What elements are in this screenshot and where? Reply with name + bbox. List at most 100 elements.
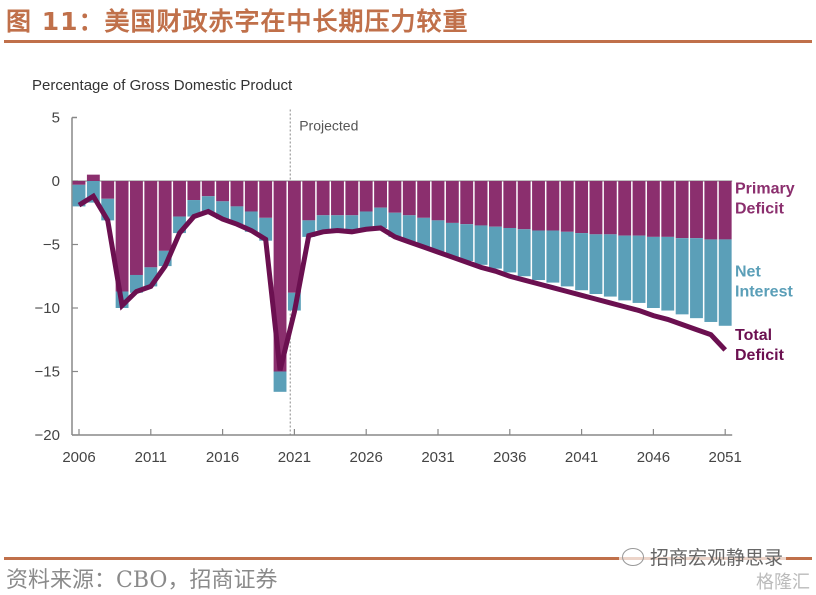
bar-primary-deficit [230,181,244,207]
bar-net-interest [560,231,574,287]
y-tick-label: −10 [35,300,60,317]
bar-net-interest [474,225,488,265]
bar-primary-deficit [216,181,230,202]
x-tick-label: 2011 [135,449,167,466]
source-note: 资料来源：CBO，招商证券 [6,568,278,593]
bar-primary-deficit [632,181,646,236]
bar-net-interest [589,234,603,295]
bar-net-interest [345,215,359,232]
bar-net-interest [417,217,431,248]
bar-net-interest [331,215,344,232]
bar-primary-deficit [517,181,531,230]
x-tick-label: 2041 [565,449,598,466]
bar-primary-deficit [431,181,445,221]
watermark-text: 招商宏观静思录 [649,547,783,569]
y-tick-label: 0 [52,173,60,190]
bar-primary-deficit [101,181,115,199]
bar-primary-deficit [259,181,273,218]
footer-divider [4,557,812,560]
legend-primary-deficit: Primary Deficit [735,181,795,218]
x-tick-label: 2036 [493,449,526,466]
bar-primary-deficit [646,181,660,237]
bar-net-interest [431,220,445,253]
bar-net-interest [201,196,215,213]
watermark: 招商宏观静思录 [618,543,786,570]
bar-primary-deficit [187,181,201,201]
bar-primary-deficit [417,181,431,218]
bar-primary-deficit [460,181,474,225]
bar-primary-deficit [331,181,344,216]
bar-net-interest [575,233,589,291]
title-divider [4,40,812,43]
legend-net-interest: Net Interest [735,263,793,300]
bar-net-interest [374,207,387,228]
bar-primary-deficit [661,181,675,237]
bar-primary-deficit [589,181,603,235]
legend-layer: Primary Deficit Net Interest Total Deficit [735,181,795,364]
bar-primary-deficit [130,181,143,275]
bar-net-interest [718,239,732,326]
projected-label: Projected [299,118,358,134]
chart-subtitle: Percentage of Gross Domestic Product [32,77,293,94]
x-tick-label: 2051 [709,449,742,466]
bar-primary-deficit [532,181,545,231]
bar-primary-deficit [618,181,632,236]
bar-primary-deficit [575,181,589,234]
total-deficit-line [77,192,728,371]
bars-layer [72,174,732,392]
x-tick-label: 2016 [206,449,239,466]
bar-primary-deficit [345,181,359,216]
bar-net-interest [388,212,402,237]
x-tick-label: 2031 [421,449,454,466]
bar-net-interest [489,226,502,269]
y-tick-label: −15 [35,364,60,381]
bar-net-interest [503,227,517,273]
bar-primary-deficit [72,181,86,185]
bar-primary-deficit [201,181,215,197]
bar-net-interest [704,239,718,322]
y-tick-label: 5 [52,110,60,127]
bar-primary-deficit [503,181,517,228]
y-tick-label: −20 [35,427,60,444]
bar-net-interest [618,235,632,301]
bar-primary-deficit [474,181,488,226]
y-tick-label: −5 [43,237,60,254]
line-layer [77,192,728,371]
bar-primary-deficit [115,181,129,292]
bar-primary-deficit [374,181,387,208]
bar-primary-deficit [302,181,316,221]
x-tick-label: 2026 [350,449,383,466]
bar-primary-deficit [359,181,373,212]
bar-primary-deficit [718,181,732,240]
bar-net-interest [316,215,330,231]
bar-net-interest [517,229,531,277]
bar-primary-deficit [144,181,158,268]
bar-net-interest [187,200,201,217]
x-tick-label: 2046 [637,449,670,466]
bar-primary-deficit [316,181,330,216]
bar-net-interest [230,206,244,225]
bar-net-interest [532,230,545,281]
bar-net-interest [646,236,660,308]
bar-net-interest [359,211,373,230]
bar-primary-deficit [603,181,617,235]
bar-primary-deficit [489,181,502,227]
bar-primary-deficit [158,181,172,251]
bar-net-interest [445,222,459,258]
bar-net-interest [273,371,287,392]
bar-net-interest [402,215,416,242]
bar-net-interest [603,234,617,297]
bar-primary-deficit [690,181,703,239]
bar-primary-deficit [675,181,689,239]
bar-net-interest [546,230,560,283]
bar-primary-deficit [560,181,574,232]
deficit-chart: Percentage of Gross Domestic Product 5 0 −… [32,77,795,467]
wechat-icon [621,547,644,566]
bar-net-interest [690,238,703,319]
x-tick-label: 2006 [62,449,95,466]
bar-primary-deficit [546,181,560,231]
bar-primary-deficit [287,181,301,293]
bar-primary-deficit [402,181,416,216]
bar-net-interest [661,236,675,311]
